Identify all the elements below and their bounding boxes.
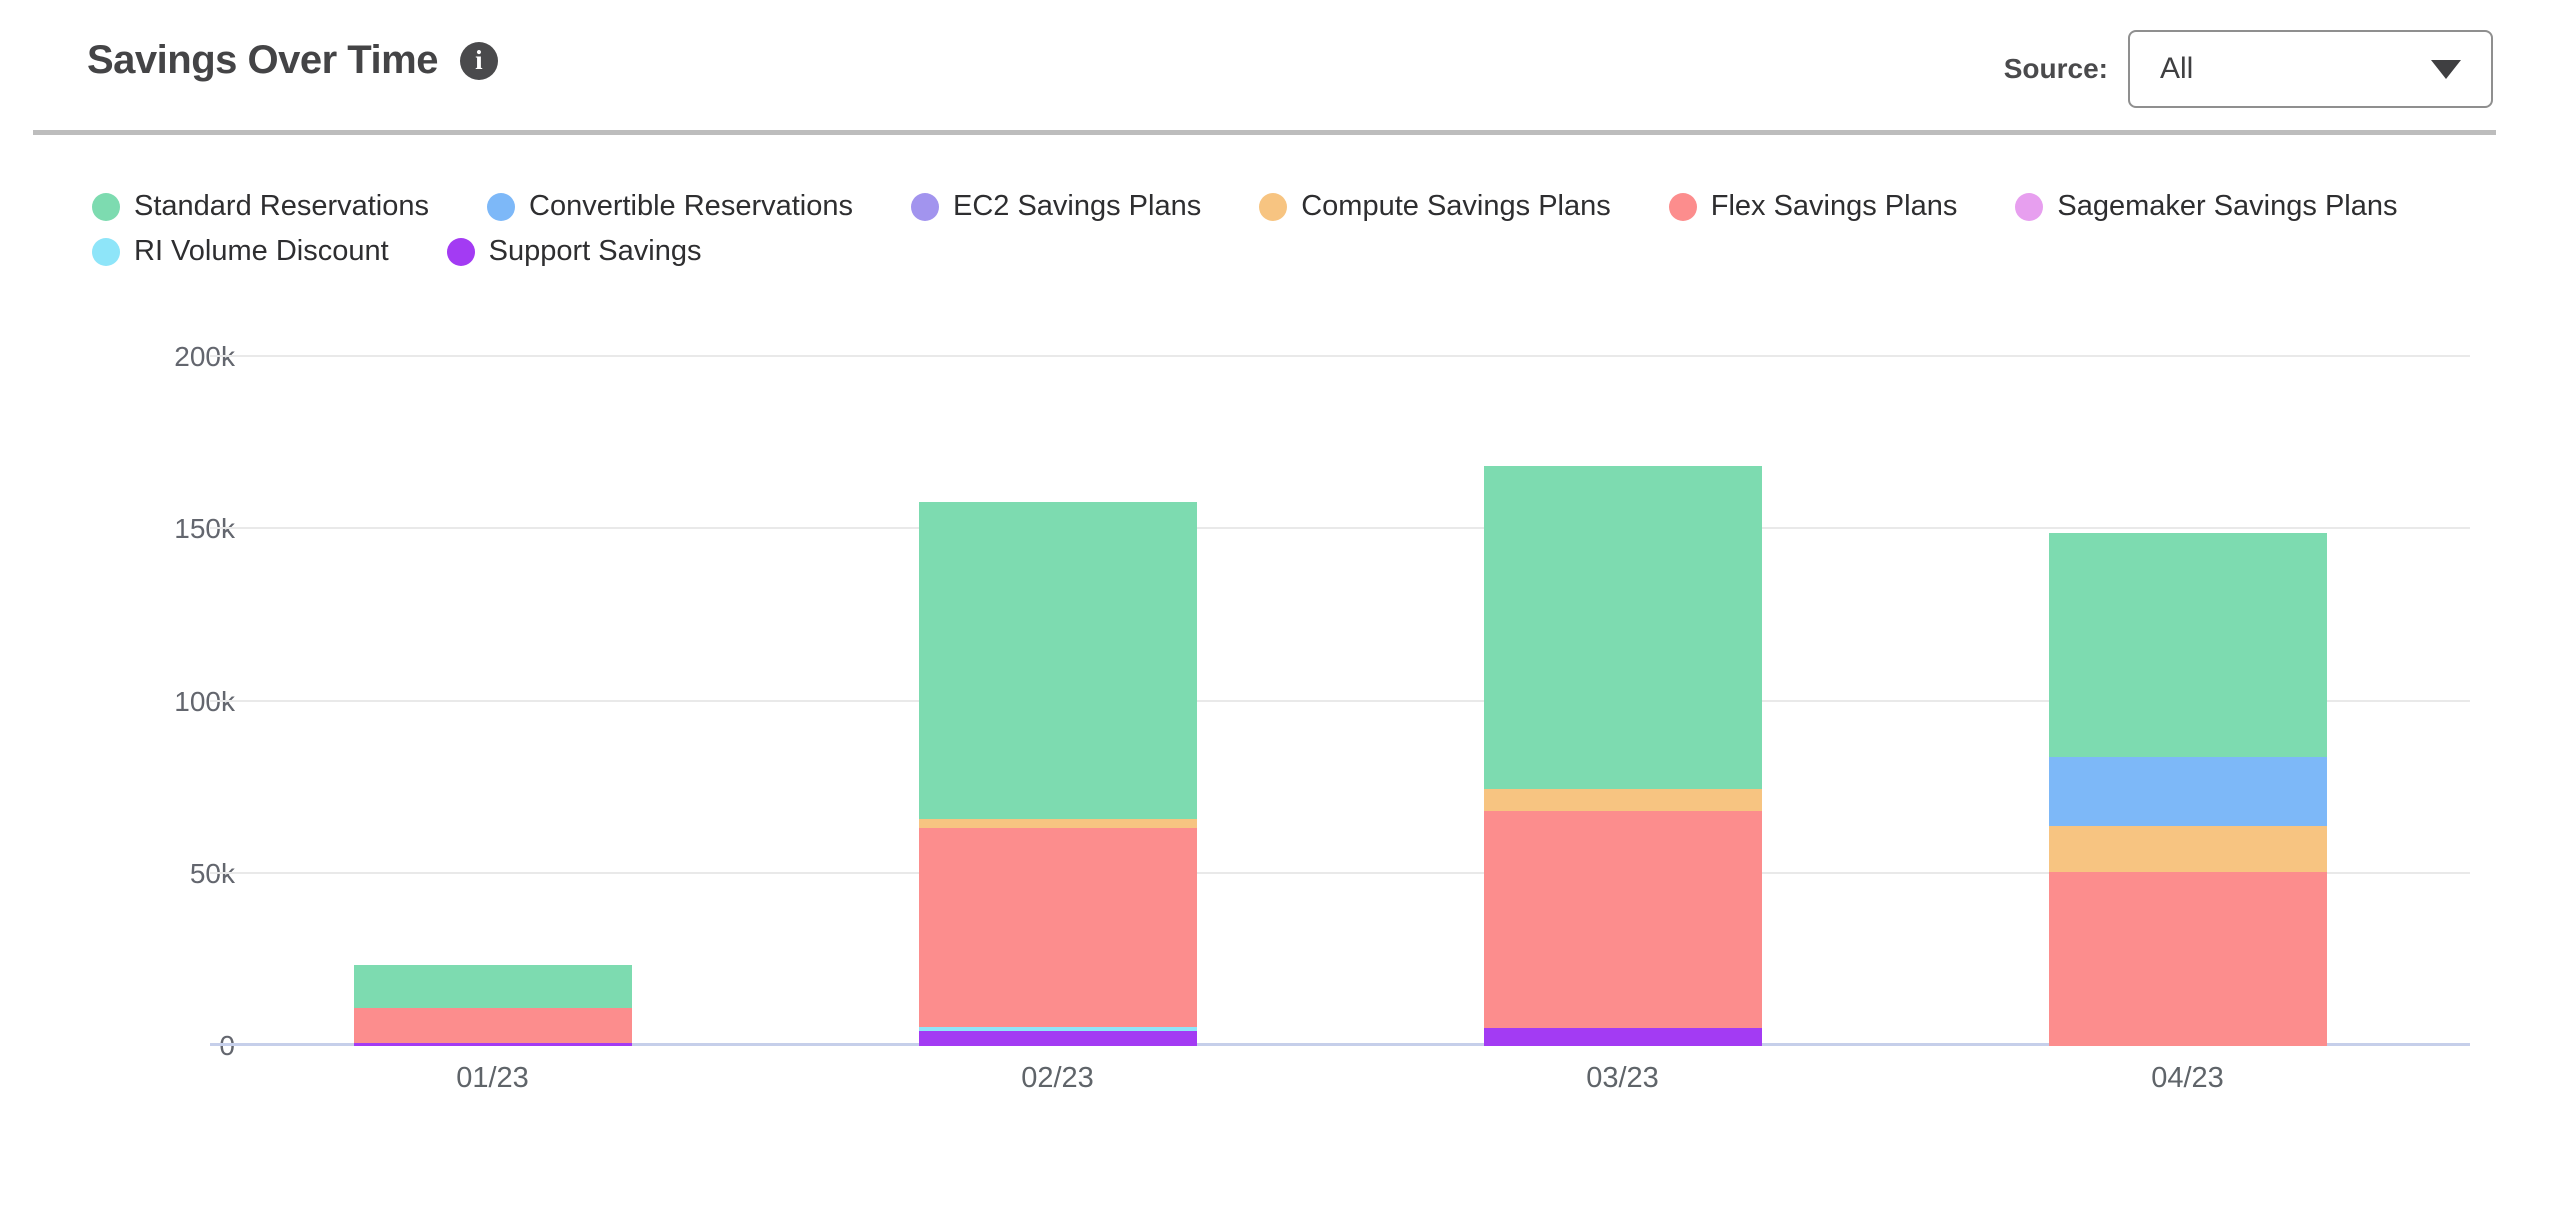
axis-baseline xyxy=(210,1043,2470,1046)
legend-dot-icon xyxy=(92,192,120,221)
legend-dot-icon xyxy=(487,192,515,221)
bar-segment[interactable] xyxy=(1483,789,1762,812)
legend-item[interactable]: Support Savings xyxy=(446,235,702,268)
info-icon[interactable]: i xyxy=(459,41,498,80)
chart-legend: Standard Reservations Convertible Reserva… xyxy=(92,190,2472,268)
source-dropdown[interactable]: All xyxy=(2128,30,2493,108)
legend-dot-icon xyxy=(92,237,120,266)
source-filter: Source: All xyxy=(2004,30,2493,108)
x-tick-label: 01/23 xyxy=(456,1062,529,1094)
legend-dot-icon xyxy=(2015,192,2044,221)
bar-segment[interactable] xyxy=(353,1008,632,1043)
legend-item[interactable]: Compute Savings Plans xyxy=(1259,190,1611,223)
gridline xyxy=(210,527,2470,530)
x-tick-label: 03/23 xyxy=(1586,1062,1659,1094)
legend-dot-icon xyxy=(1668,192,1697,221)
bar-segment[interactable] xyxy=(353,1042,632,1046)
bar-segment[interactable] xyxy=(353,965,632,1009)
bar-segment[interactable] xyxy=(1483,465,1762,790)
bar-slot xyxy=(1905,357,2470,1046)
legend-item[interactable]: EC2 Savings Plans xyxy=(910,190,1202,223)
page-title: Savings Over Time xyxy=(87,38,438,82)
bar-slot xyxy=(210,357,775,1046)
bar-segment[interactable] xyxy=(1483,1028,1762,1046)
bar-segment[interactable] xyxy=(918,1031,1197,1046)
gridline xyxy=(210,871,2470,874)
bar-slot xyxy=(1340,357,1905,1046)
bar-segment[interactable] xyxy=(918,827,1197,1028)
gridline xyxy=(210,699,2470,702)
legend-label: Sagemaker Savings Plans xyxy=(2057,190,2398,222)
source-dropdown-value: All xyxy=(2160,52,2194,85)
bar-segment[interactable] xyxy=(1483,811,1762,1029)
bar-segment[interactable] xyxy=(2048,872,2327,1046)
x-axis-labels: 01/23 02/23 03/23 04/23 xyxy=(210,1062,2470,1095)
stacked-bar[interactable] xyxy=(1483,465,1762,1046)
bar-segment[interactable] xyxy=(918,1027,1197,1032)
legend-item[interactable]: RI Volume Discount xyxy=(92,235,389,268)
bar-segment[interactable] xyxy=(918,818,1197,828)
legend-label: Convertible Reservations xyxy=(529,190,853,222)
legend-item[interactable]: Convertible Reservations xyxy=(487,190,853,223)
y-axis-labels: 050k100k150k200k xyxy=(35,341,235,1061)
bar-segment[interactable] xyxy=(918,501,1197,819)
legend-item[interactable]: Flex Savings Plans xyxy=(1668,190,1958,223)
legend-item[interactable]: Sagemaker Savings Plans xyxy=(2015,190,2398,223)
legend-label: Flex Savings Plans xyxy=(1710,190,1958,222)
panel-header: Savings Over Time i Source: All xyxy=(0,0,2562,130)
title-wrap: Savings Over Time i xyxy=(87,38,498,83)
x-tick-label: 02/23 xyxy=(1021,1062,1094,1094)
legend-label: Support Savings xyxy=(488,235,702,267)
legend-label: RI Volume Discount xyxy=(134,235,389,267)
legend-item[interactable]: Standard Reservations xyxy=(92,190,429,223)
legend-dot-icon xyxy=(446,237,475,266)
legend-dot-icon xyxy=(1259,192,1288,221)
plot-area xyxy=(210,355,2470,1046)
legend-label: Standard Reservations xyxy=(134,190,429,222)
x-tick-label: 04/23 xyxy=(2151,1062,2224,1094)
legend-label: EC2 Savings Plans xyxy=(952,190,1202,222)
legend-label: Compute Savings Plans xyxy=(1301,190,1611,222)
bar-slots xyxy=(210,357,2470,1046)
stacked-bar[interactable] xyxy=(918,501,1197,1046)
bar-segment[interactable] xyxy=(2048,825,2327,873)
bar-segment[interactable] xyxy=(2048,533,2327,757)
header-divider xyxy=(33,130,2496,135)
stacked-bar[interactable] xyxy=(353,965,632,1046)
legend-dot-icon xyxy=(910,192,939,221)
source-label: Source: xyxy=(2003,53,2108,84)
chevron-down-icon xyxy=(2431,59,2461,79)
gridline xyxy=(210,355,2470,357)
bar-segment[interactable] xyxy=(2048,756,2327,826)
bar-slot xyxy=(775,357,1340,1046)
stacked-bar[interactable] xyxy=(2048,533,2327,1046)
